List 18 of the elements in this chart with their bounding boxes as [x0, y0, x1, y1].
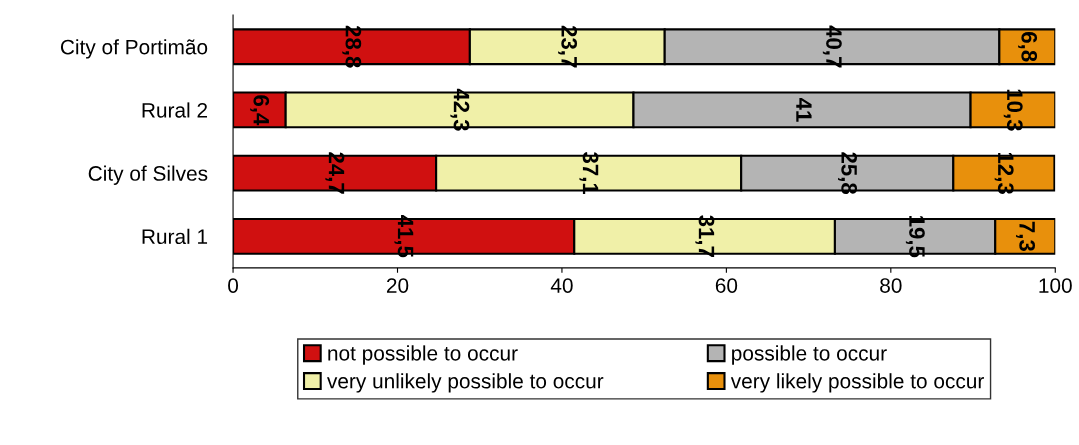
x-tick-label: 60 [715, 278, 738, 293]
legend-label: very likely possible to occur [730, 373, 984, 393]
y-tick-label: Rural 2 [142, 102, 208, 118]
x-tick-label: 0 [228, 278, 239, 293]
legend-label: very unlikely possible to occur [327, 373, 604, 393]
data-label: 7,3 [1016, 221, 1036, 251]
data-label: 41 [796, 97, 812, 122]
y-tick-label: City of Portimão [60, 39, 208, 59]
x-tick-label: 40 [550, 278, 573, 293]
legend-label: possible to occur [732, 345, 887, 365]
x-tick-label: 80 [880, 278, 902, 293]
legend-label: not possible to occur [328, 345, 518, 365]
x-tick-label: 100 [1039, 278, 1072, 293]
x-tick-label: 20 [386, 278, 409, 293]
y-tick-label: Rural 1 [142, 228, 208, 245]
data-label: 6,8 [1018, 32, 1038, 62]
data-label: 6,4 [250, 95, 270, 126]
y-tick-label: City of Silves [88, 165, 208, 185]
